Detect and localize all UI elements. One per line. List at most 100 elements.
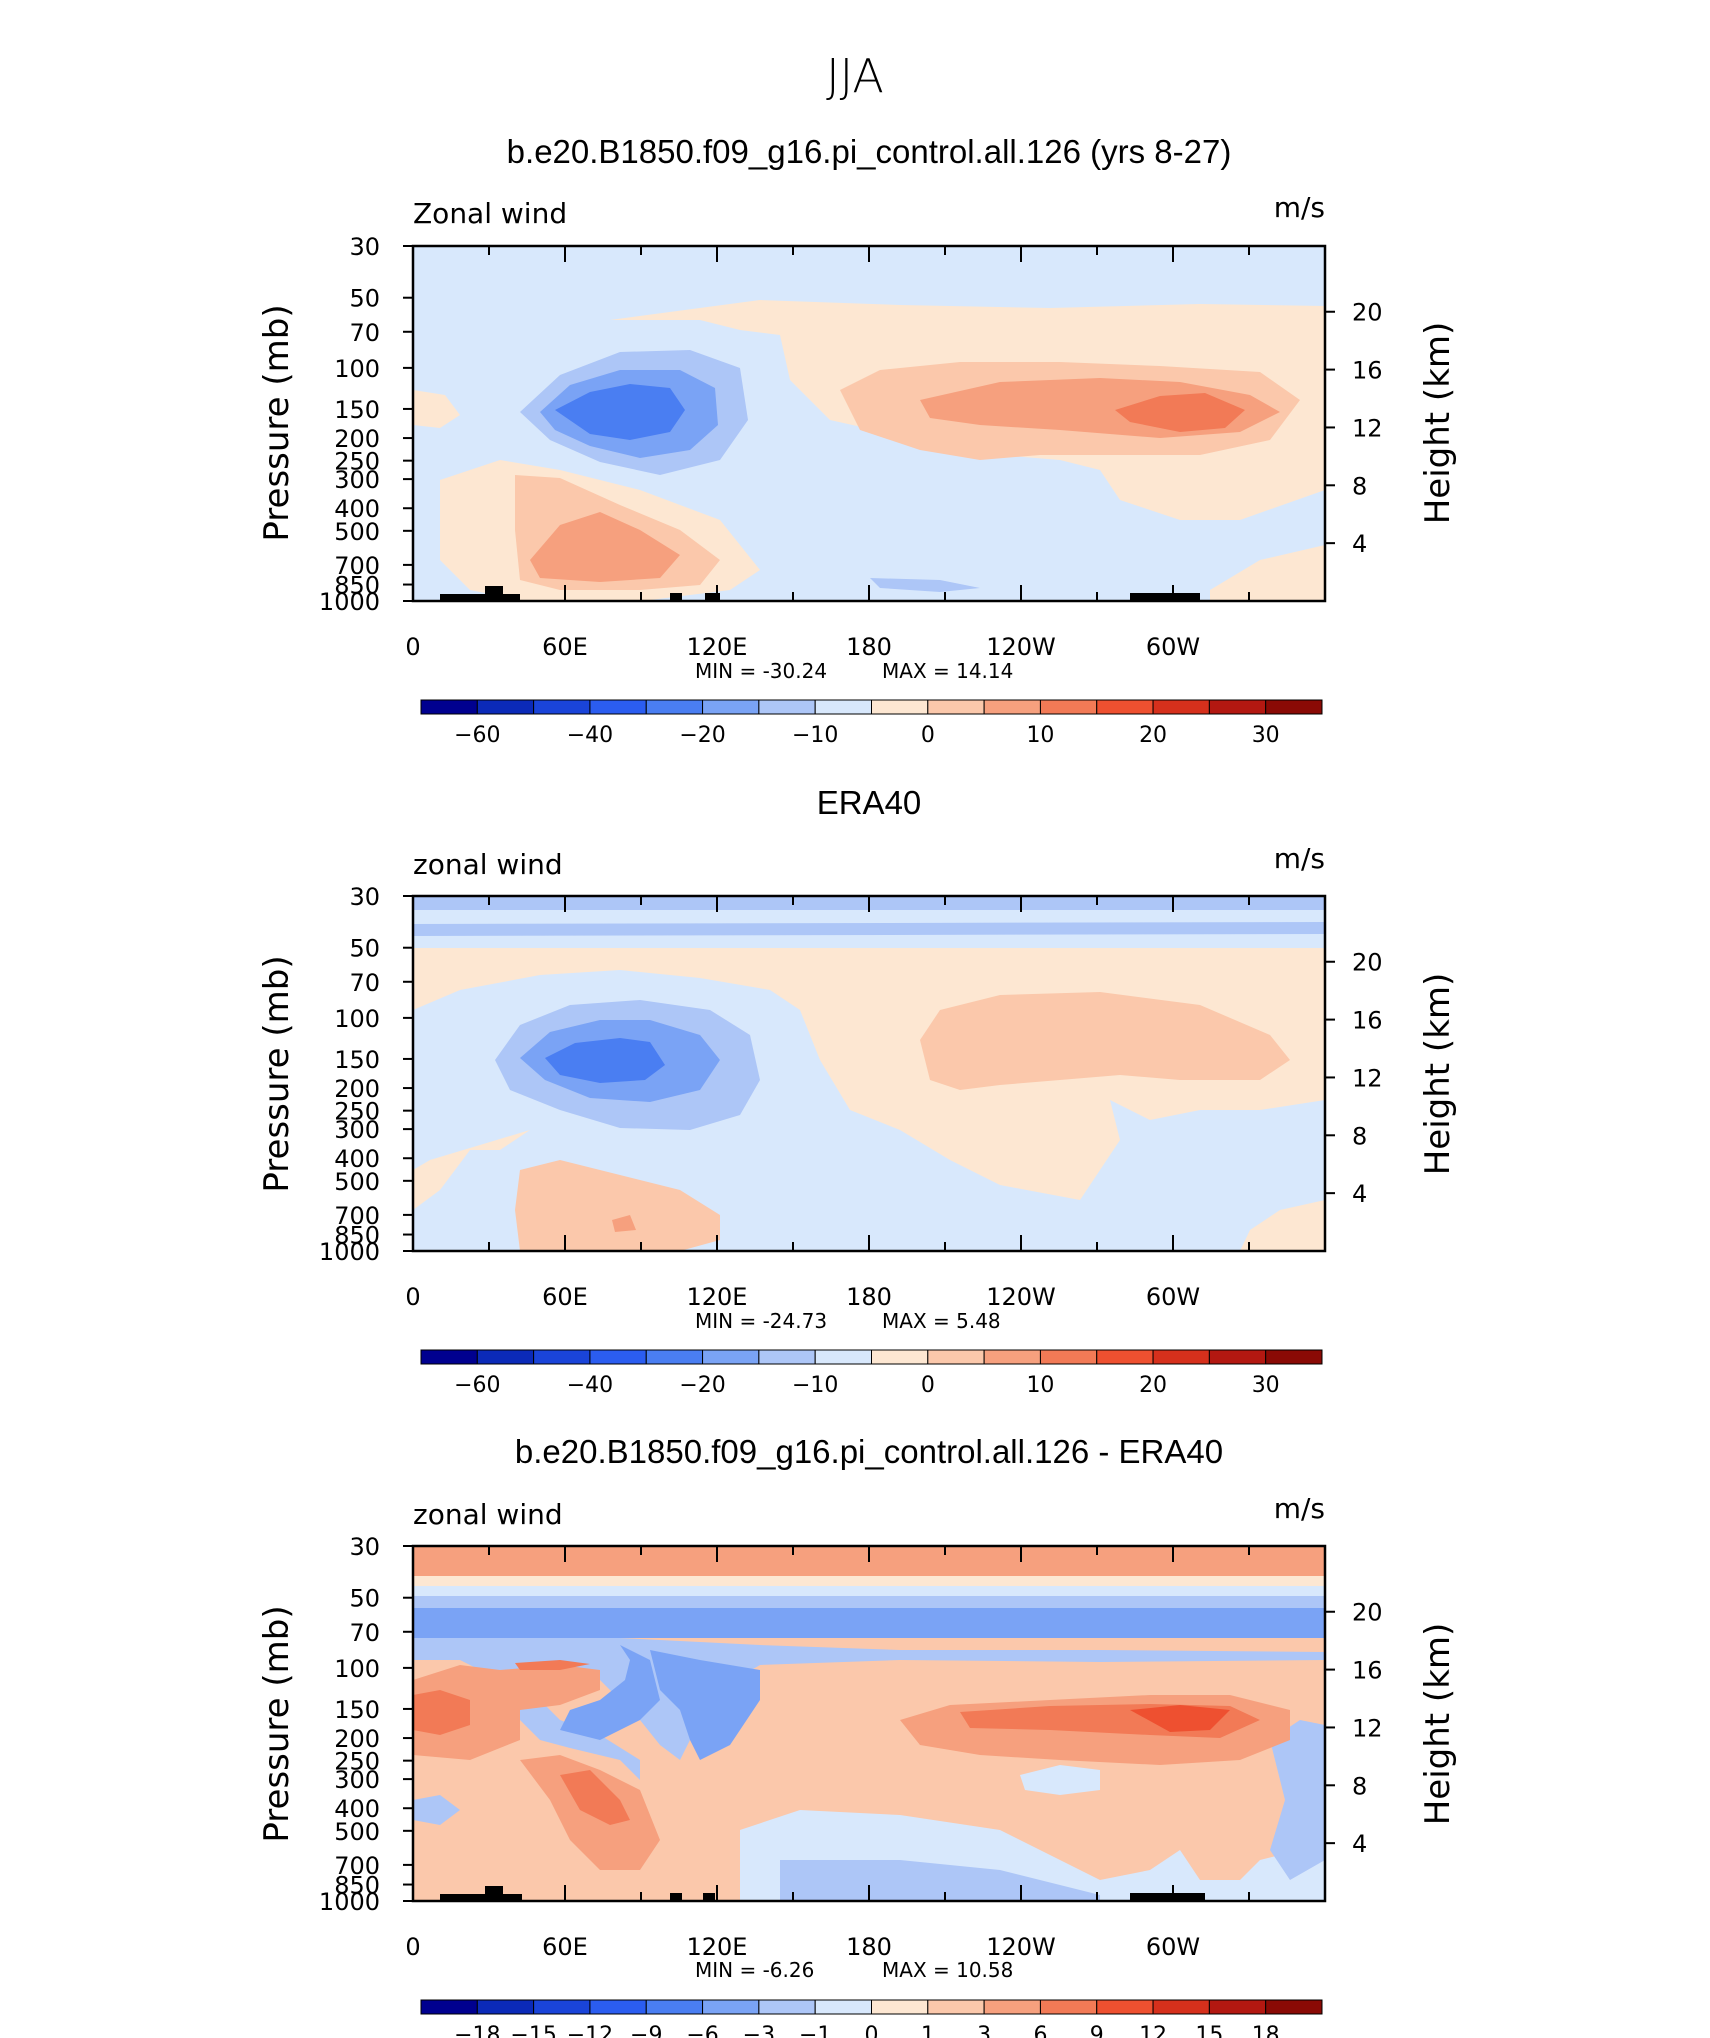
contour-fill-west-positive bbox=[413, 390, 460, 428]
colorbar-swatch bbox=[1152, 1349, 1210, 1365]
colorbar-swatch bbox=[1208, 699, 1267, 715]
colorbar-swatch bbox=[476, 1349, 535, 1365]
y-tick-label: 30 bbox=[349, 233, 380, 261]
colorbar-label: 1 bbox=[921, 2023, 935, 2038]
y-tick-label: 250 bbox=[334, 1098, 380, 1126]
y2-tick-label: 8 bbox=[1352, 472, 1367, 500]
x-tick-label: 180 bbox=[846, 1283, 892, 1311]
contour-fill-neg-sfc bbox=[870, 578, 980, 592]
colorbar-swatch bbox=[476, 699, 535, 715]
contour-fill-neg-30 bbox=[555, 384, 685, 440]
topography-block bbox=[670, 1893, 682, 1901]
contour-fill-neg-west bbox=[413, 1795, 460, 1825]
colorbar-swatch bbox=[758, 699, 816, 715]
colorbar-label: −60 bbox=[454, 1373, 500, 1398]
colorbar-swatch bbox=[983, 1999, 1041, 2015]
colorbar-swatch bbox=[814, 1999, 872, 2015]
y-tick-label: 700 bbox=[334, 1852, 380, 1880]
colorbar-swatch bbox=[1265, 1349, 1323, 1365]
contour-fill-tongue-neg6 bbox=[560, 1645, 660, 1740]
colorbar-label: −20 bbox=[679, 1373, 725, 1398]
colorbar-swatch bbox=[814, 699, 872, 715]
colorbar-swatch bbox=[927, 1999, 985, 2015]
topography-block bbox=[1130, 1893, 1205, 1901]
y-tick-label: 30 bbox=[349, 883, 380, 911]
panel-title: ERA40 bbox=[817, 784, 922, 821]
colorbar-swatch bbox=[1152, 699, 1210, 715]
colorbar-swatch bbox=[589, 699, 647, 715]
ylabel: Pressure (mb) bbox=[257, 955, 297, 1192]
topography-block bbox=[440, 594, 520, 601]
page-title: JJA bbox=[826, 49, 884, 103]
colorbar-label: −20 bbox=[679, 723, 725, 748]
y2-tick-label: 12 bbox=[1352, 1064, 1383, 1092]
y-tick-label: 200 bbox=[334, 425, 380, 453]
x-tick-label: 60E bbox=[542, 1283, 588, 1311]
contour-fill-band-1 bbox=[413, 1576, 1325, 1586]
x-tick-label: 60E bbox=[542, 633, 588, 661]
colorbar-swatch bbox=[645, 1349, 704, 1365]
y-tick-label: 70 bbox=[349, 1619, 380, 1647]
colorbar-label: −15 bbox=[510, 2023, 556, 2038]
colorbar-swatch bbox=[1265, 1999, 1323, 2015]
min-label: MIN = -6.26 bbox=[695, 1958, 814, 1982]
units-label: m/s bbox=[1274, 842, 1325, 875]
x-tick-label: 120W bbox=[986, 1933, 1056, 1961]
x-tick-label: 180 bbox=[846, 633, 892, 661]
x-tick-label: 0 bbox=[405, 1283, 420, 1311]
panel-title: b.e20.B1850.f09_g16.pi_control.all.126 (… bbox=[507, 133, 1232, 170]
colorbar-swatch bbox=[983, 1349, 1041, 1365]
colorbar-swatch bbox=[1208, 1999, 1267, 2015]
y-tick-label: 150 bbox=[334, 396, 380, 424]
y-tick-label: 1000 bbox=[319, 1238, 380, 1266]
topography-block bbox=[485, 586, 503, 601]
y2-tick-label: 4 bbox=[1352, 1830, 1367, 1858]
y2-tick-label: 8 bbox=[1352, 1772, 1367, 1800]
colorbar-label: 0 bbox=[921, 1373, 935, 1398]
y2-axis-ticks: 20 16 12 8 4 bbox=[1325, 1599, 1383, 1858]
y-tick-label: 1000 bbox=[319, 588, 380, 616]
colorbar-swatch bbox=[871, 1999, 929, 2015]
colorbar-label: −40 bbox=[567, 1373, 613, 1398]
ylabel: Pressure (mb) bbox=[257, 1605, 297, 1842]
contour-field bbox=[413, 1546, 1325, 1901]
y-tick-label: 100 bbox=[334, 1005, 380, 1033]
y-tick-label: 250 bbox=[334, 1748, 380, 1776]
contour-fill-neg-patch bbox=[1020, 1765, 1100, 1795]
colorbar-swatch bbox=[420, 1999, 478, 2015]
contour-fill-band-neg1 bbox=[413, 1586, 1325, 1596]
y-tick-label: 850 bbox=[334, 1222, 380, 1250]
colorbar-swatch bbox=[758, 1999, 816, 2015]
colorbar-swatch bbox=[476, 1999, 535, 2015]
x-tick-label: 120E bbox=[687, 1283, 748, 1311]
y2-tick-label: 16 bbox=[1352, 1657, 1383, 1685]
colorbar-swatch bbox=[1208, 1349, 1267, 1365]
colorbar-swatch bbox=[420, 699, 478, 715]
x-tick-label: 120W bbox=[986, 1283, 1056, 1311]
topography-block bbox=[705, 593, 720, 601]
y2-tick-label: 20 bbox=[1352, 1599, 1383, 1627]
panel-difference: b.e20.B1850.f09_g16.pi_control.all.126 -… bbox=[257, 1433, 1458, 2038]
contour-fill-pos9-spot bbox=[515, 1660, 590, 1670]
y-tick-label: 500 bbox=[334, 518, 380, 546]
contour-fill-neg-trop bbox=[650, 1650, 760, 1760]
y-tick-label: 30 bbox=[349, 1533, 380, 1561]
y-tick-label: 100 bbox=[334, 355, 380, 383]
y-tick-label: 50 bbox=[349, 935, 380, 963]
colorbar-swatch bbox=[533, 699, 591, 715]
colorbar-label: −40 bbox=[567, 723, 613, 748]
min-label: MIN = -24.73 bbox=[695, 1309, 827, 1333]
y2-tick-label: 16 bbox=[1352, 1007, 1383, 1035]
x-tick-label: 120W bbox=[986, 633, 1056, 661]
y-tick-label: 300 bbox=[334, 1116, 380, 1144]
colorbar-swatch bbox=[702, 1349, 760, 1365]
colorbar-label: 0 bbox=[921, 723, 935, 748]
colorbar-swatch bbox=[1039, 1999, 1098, 2015]
colorbar-swatch bbox=[645, 1999, 704, 2015]
colorbar-label: 12 bbox=[1139, 2023, 1167, 2038]
x-tick-label: 60W bbox=[1146, 1283, 1200, 1311]
topography-block bbox=[485, 1886, 503, 1901]
y-tick-label: 70 bbox=[349, 319, 380, 347]
colorbar-label: 9 bbox=[1090, 2023, 1104, 2038]
